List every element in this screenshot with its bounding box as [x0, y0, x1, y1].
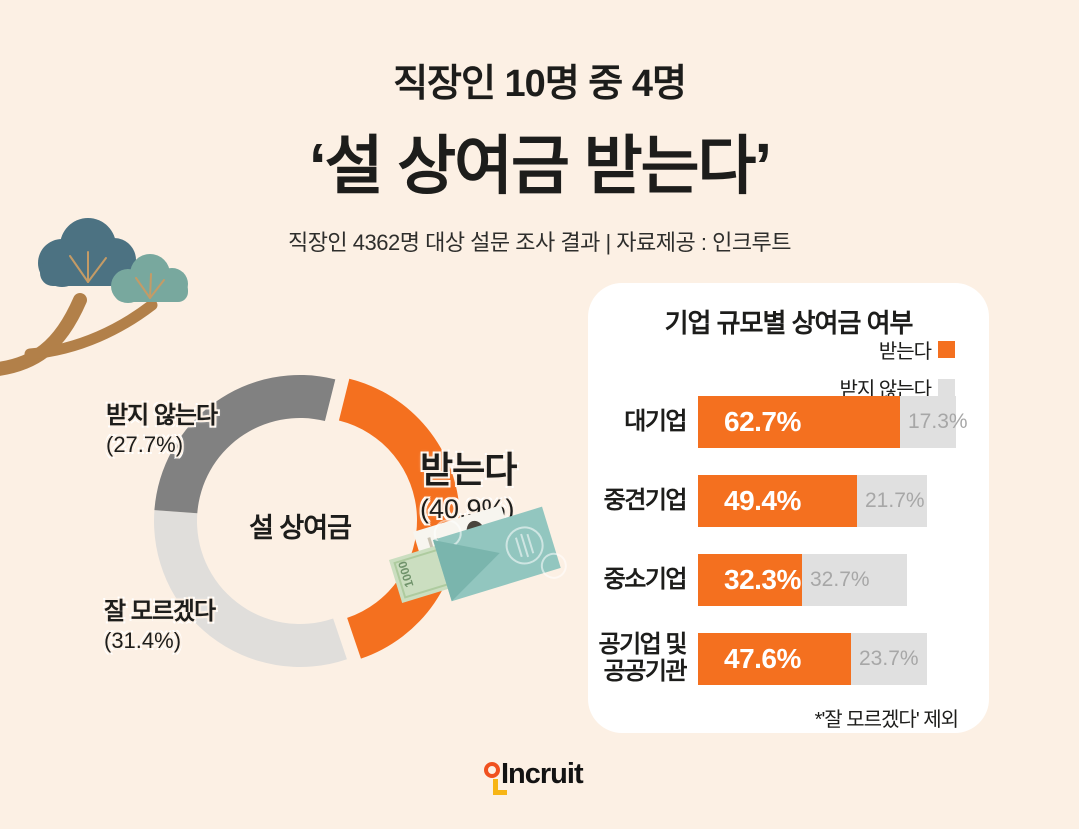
- envelope: [433, 506, 567, 602]
- bar-row-label: 대기업: [624, 407, 687, 435]
- title-line1: 직장인 10명 중 4명: [393, 63, 687, 105]
- segment-name: 잘 모르겠다: [104, 598, 216, 625]
- bar-value-no: 32.7%: [810, 568, 870, 591]
- legend-swatch-yes: [938, 341, 955, 358]
- bar-segment-yes: 49.4%: [698, 475, 857, 527]
- subtitle: 직장인 4362명 대상 설문 조사 결과 | 자료제공 : 인크루트: [287, 230, 792, 255]
- legend-swatch-no: [938, 379, 955, 396]
- bar-row: 중소기업 32.3% 32.7%: [588, 554, 989, 606]
- pine-needles-dark: [69, 251, 107, 283]
- bar-chart-footnote: *'잘 모르겠다' 제외: [814, 709, 959, 731]
- bar-row: 대기업 62.7% 17.3%: [588, 396, 989, 448]
- bar-track: 32.3% 32.7%: [698, 554, 907, 606]
- legend-label-yes: 받는다: [878, 341, 932, 363]
- bar-segment-yes: 32.3%: [698, 554, 802, 606]
- bar-track: 49.4% 21.7%: [698, 475, 927, 527]
- donut-label-batji-anneunda: 받지 않는다 (27.7%): [106, 402, 218, 458]
- branch-main: [0, 293, 87, 376]
- envelope-pattern: [433, 519, 567, 579]
- donut-label-badneunda: 받는다 (40.9%): [420, 449, 517, 525]
- bars-container: 대기업 62.7% 17.3% 중견기업 49.4% 21.7% 중소기업 32.3% 32.7…: [588, 396, 989, 712]
- money-envelope-illustration: 1000: [389, 505, 567, 604]
- bar-chart-panel: 기업 규모별 상여금 여부 받는다 받지 않는다 대기업 62.7% 17.3% 중견…: [588, 283, 989, 733]
- bar-segment-yes: 47.6%: [698, 633, 851, 685]
- bar-chart-title: 기업 규모별 상여금 여부: [664, 308, 914, 338]
- logo-l-shape-icon: [493, 790, 507, 795]
- legend-row-no: 받지 않는다: [839, 373, 955, 402]
- branch-fork: [24, 299, 158, 360]
- legend-row-yes: 받는다: [879, 335, 955, 364]
- bar-track: 62.7% 17.3%: [698, 396, 968, 448]
- header: 직장인 10명 중 4명 ‘설 상여금 받는다’ 직장인 4362명 대상 설문…: [0, 0, 1079, 257]
- segment-name: 받는다: [420, 449, 517, 490]
- bar-segment-yes: 62.7%: [698, 396, 900, 448]
- legend: 받는다 받지 않는다: [839, 335, 955, 402]
- segment-name: 받지 않는다: [106, 402, 218, 429]
- title-line2: ‘설 상여금 받는다’: [308, 130, 772, 202]
- bar-track: 47.6% 23.7%: [698, 633, 927, 685]
- bar-value-no: 17.3%: [908, 410, 968, 433]
- legend-label-no: 받지 않는다: [839, 379, 932, 401]
- bar-segment-no: 17.3%: [900, 396, 968, 448]
- bar-value-yes: 32.3%: [724, 564, 801, 595]
- bar-row-label: 공기업 및 공공기관: [598, 631, 688, 685]
- bar-row: 중견기업 49.4% 21.7%: [588, 475, 989, 527]
- logo-circle-icon: [484, 762, 500, 778]
- bar-value-yes: 62.7%: [724, 406, 801, 437]
- donut-label-jal-moreugetda: 잘 모르겠다 (31.4%): [104, 598, 216, 654]
- pine-branch-illustration: [0, 218, 188, 376]
- donut-center-label: 설 상여금: [249, 513, 352, 543]
- pine-needles-light: [135, 273, 165, 299]
- logo-l-shape-icon: [493, 779, 498, 795]
- segment-value: (31.4%): [104, 627, 182, 653]
- segment-value: (27.7%): [106, 431, 184, 457]
- bar-segment-no: 32.7%: [802, 554, 907, 606]
- envelope-flap: [433, 540, 500, 602]
- donut-segment-batji-anneunda: [154, 375, 336, 514]
- bar-segment-no: 23.7%: [851, 633, 927, 685]
- donut-segment-jal-moreugetda: [154, 510, 347, 667]
- bar-row-label: 중견기업: [603, 486, 688, 514]
- bar-value-yes: 47.6%: [724, 643, 801, 674]
- bar-row-label: 중소기업: [603, 565, 688, 593]
- incruit-logo: Incruit: [481, 758, 621, 810]
- bar-segment-no: 21.7%: [857, 475, 927, 527]
- logo-text: Incruit: [501, 758, 584, 790]
- bar-row: 공기업 및 공공기관 47.6% 23.7%: [588, 631, 989, 685]
- bar-value-no: 23.7%: [859, 647, 919, 670]
- bar-value-no: 21.7%: [865, 489, 925, 512]
- bar-value-yes: 49.4%: [724, 485, 801, 516]
